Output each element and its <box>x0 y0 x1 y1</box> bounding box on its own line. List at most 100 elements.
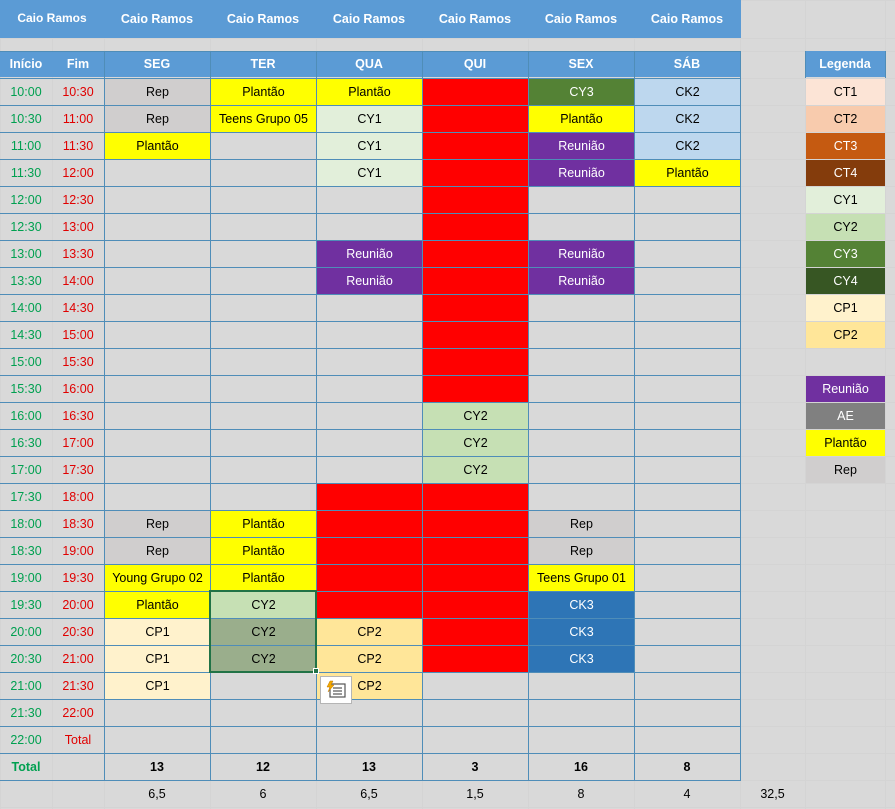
end-time[interactable]: 18:30 <box>62 516 94 531</box>
end-time[interactable]: 17:30 <box>62 462 94 477</box>
schedule-cell[interactable] <box>635 673 740 699</box>
schedule-cell[interactable]: CY2 <box>211 646 316 672</box>
start-time[interactable]: 11:30 <box>10 165 42 180</box>
schedule-cell[interactable]: CK2 <box>635 79 740 105</box>
start-time[interactable]: 13:00 <box>10 246 42 261</box>
schedule-cell[interactable] <box>635 727 740 753</box>
total-hours[interactable]: 6 <box>259 786 267 801</box>
schedule-cell[interactable] <box>635 376 740 402</box>
schedule-cell[interactable] <box>211 430 316 456</box>
schedule-cell[interactable] <box>423 349 528 375</box>
schedule-cell[interactable] <box>211 484 316 510</box>
end-time[interactable]: 10:30 <box>62 84 94 99</box>
schedule-cell[interactable] <box>105 268 210 294</box>
end-time[interactable]: 15:30 <box>62 354 94 369</box>
total-hours[interactable]: 4 <box>683 786 691 801</box>
schedule-cell[interactable]: Plantão <box>105 133 210 159</box>
title-cell[interactable]: Caio Ramos <box>226 12 300 26</box>
start-time[interactable]: 15:00 <box>10 354 42 369</box>
end-time[interactable]: 12:00 <box>62 165 94 180</box>
schedule-cell[interactable]: Teens Grupo 01 <box>529 565 634 591</box>
schedule-cell[interactable] <box>317 484 422 510</box>
start-time[interactable]: 16:30 <box>10 435 42 450</box>
schedule-cell[interactable]: CY2 <box>423 430 528 456</box>
schedule-cell[interactable]: Rep <box>105 106 210 132</box>
start-time[interactable]: 12:30 <box>10 219 42 234</box>
schedule-cell[interactable]: CP2 <box>317 646 422 672</box>
schedule-cell[interactable] <box>317 214 422 240</box>
quick-analysis-button[interactable] <box>320 676 352 704</box>
schedule-cell[interactable] <box>423 268 528 294</box>
start-time[interactable]: 17:30 <box>10 489 42 504</box>
schedule-cell[interactable] <box>211 403 316 429</box>
total-hours[interactable]: 1,5 <box>466 786 484 801</box>
schedule-cell[interactable]: CK3 <box>529 646 634 672</box>
schedule-cell[interactable] <box>105 187 210 213</box>
schedule-cell[interactable]: Plantão <box>317 79 422 105</box>
schedule-cell[interactable] <box>317 349 422 375</box>
legend-item[interactable]: CY3 <box>806 241 885 267</box>
schedule-cell[interactable] <box>423 511 528 537</box>
start-time[interactable]: 14:30 <box>10 327 42 342</box>
schedule-cell[interactable]: Rep <box>529 511 634 537</box>
start-time[interactable]: 11:00 <box>10 138 42 153</box>
schedule-cell[interactable] <box>211 160 316 186</box>
schedule-cell[interactable] <box>317 430 422 456</box>
schedule-cell[interactable] <box>635 349 740 375</box>
end-time[interactable]: 17:00 <box>62 435 94 450</box>
schedule-cell[interactable] <box>423 160 528 186</box>
schedule-cell[interactable] <box>317 322 422 348</box>
schedule-cell[interactable] <box>423 241 528 267</box>
schedule-cell[interactable]: Plantão <box>105 592 210 618</box>
schedule-cell[interactable] <box>635 457 740 483</box>
schedule-cell[interactable] <box>423 565 528 591</box>
legend-item[interactable]: CY2 <box>806 214 885 240</box>
schedule-cell[interactable]: CK2 <box>635 133 740 159</box>
schedule-cell[interactable]: Reunião <box>529 160 634 186</box>
schedule-cell[interactable] <box>635 268 740 294</box>
end-time[interactable]: 21:30 <box>62 678 94 693</box>
legend-item[interactable]: CY4 <box>806 268 885 294</box>
schedule-cell[interactable] <box>635 700 740 726</box>
legend-item[interactable]: Plantão <box>806 430 885 456</box>
end-time[interactable]: 11:00 <box>62 111 94 126</box>
schedule-cell[interactable] <box>105 430 210 456</box>
legend-item[interactable]: CT1 <box>806 79 885 105</box>
end-time[interactable]: 16:30 <box>62 408 94 423</box>
legend-item[interactable] <box>806 349 885 375</box>
schedule-cell[interactable]: CY1 <box>317 133 422 159</box>
schedule-cell[interactable] <box>635 241 740 267</box>
schedule-cell[interactable]: Rep <box>105 79 210 105</box>
legend-item[interactable]: CY1 <box>806 187 885 213</box>
schedule-cell[interactable]: CP2 <box>317 619 422 645</box>
schedule-cell[interactable] <box>423 727 528 753</box>
end-time[interactable]: 20:00 <box>62 597 94 612</box>
end-time[interactable]: 16:00 <box>62 381 94 396</box>
schedule-cell[interactable] <box>635 484 740 510</box>
legend-item[interactable]: CP1 <box>806 295 885 321</box>
schedule-cell[interactable] <box>211 700 316 726</box>
schedule-cell[interactable] <box>529 322 634 348</box>
schedule-cell[interactable] <box>529 376 634 402</box>
header-day[interactable]: QUA <box>316 51 422 77</box>
start-time[interactable]: 19:00 <box>10 570 42 585</box>
schedule-cell[interactable] <box>211 322 316 348</box>
header-day[interactable]: TER <box>210 51 316 77</box>
end-time[interactable]: 22:00 <box>62 705 94 720</box>
schedule-cell[interactable] <box>211 241 316 267</box>
schedule-cell[interactable] <box>105 376 210 402</box>
title-cell[interactable]: Caio Ramos <box>650 12 724 26</box>
schedule-cell[interactable] <box>529 727 634 753</box>
schedule-cell[interactable] <box>529 187 634 213</box>
end-time[interactable]: 14:00 <box>62 273 94 288</box>
schedule-cell[interactable]: Reunião <box>529 133 634 159</box>
schedule-cell[interactable] <box>105 160 210 186</box>
schedule-cell[interactable] <box>211 457 316 483</box>
schedule-cell[interactable] <box>529 295 634 321</box>
schedule-cell[interactable] <box>423 214 528 240</box>
end-time[interactable]: 11:30 <box>62 138 94 153</box>
schedule-cell[interactable] <box>635 214 740 240</box>
schedule-cell[interactable] <box>635 511 740 537</box>
legend-item[interactable]: AE <box>806 403 885 429</box>
grand-total[interactable]: 32,5 <box>760 786 785 801</box>
